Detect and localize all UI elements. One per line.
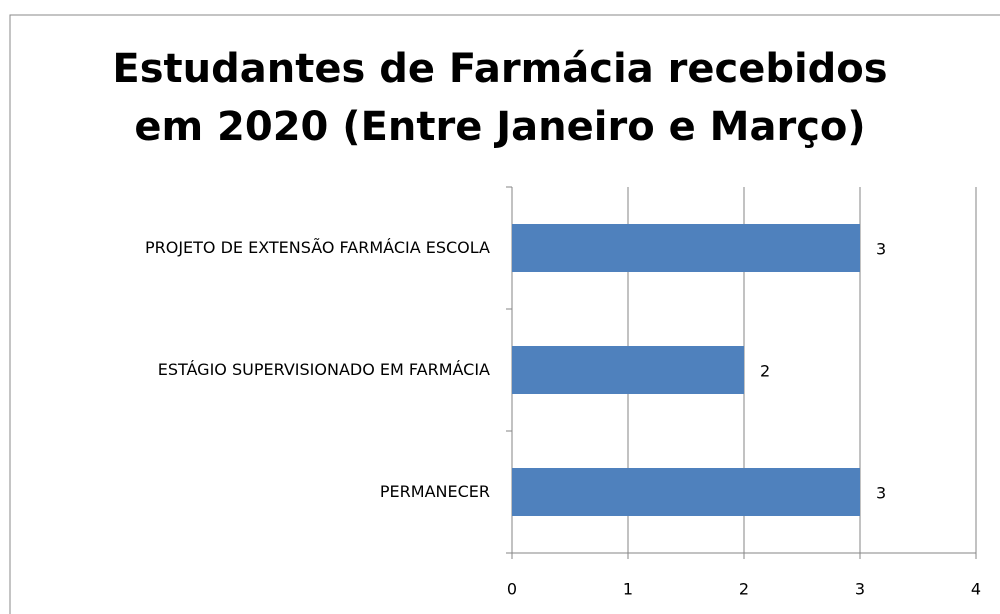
x-tick-label: 3 [855,580,865,599]
x-tick-label: 2 [739,580,749,599]
bar [512,346,744,394]
data-label: 3 [876,484,886,503]
x-tick-label: 1 [623,580,633,599]
y-tick-label: PROJETO DE EXTENSÃO FARMÁCIA ESCOLA [144,238,490,257]
data-label: 3 [876,240,886,259]
x-tick-label: 0 [507,580,517,599]
x-tick-label: 4 [971,580,981,599]
y-tick-label: ESTÁGIO SUPERVISIONADO EM FARMÁCIA [157,360,490,379]
data-label: 2 [760,362,770,381]
bar [512,468,860,516]
chart-title: Estudantes de Farmácia recebidos em 2020… [112,46,888,150]
y-tick-label: PERMANECER [379,482,490,501]
chart-border [9,14,1000,614]
bar [512,224,860,272]
